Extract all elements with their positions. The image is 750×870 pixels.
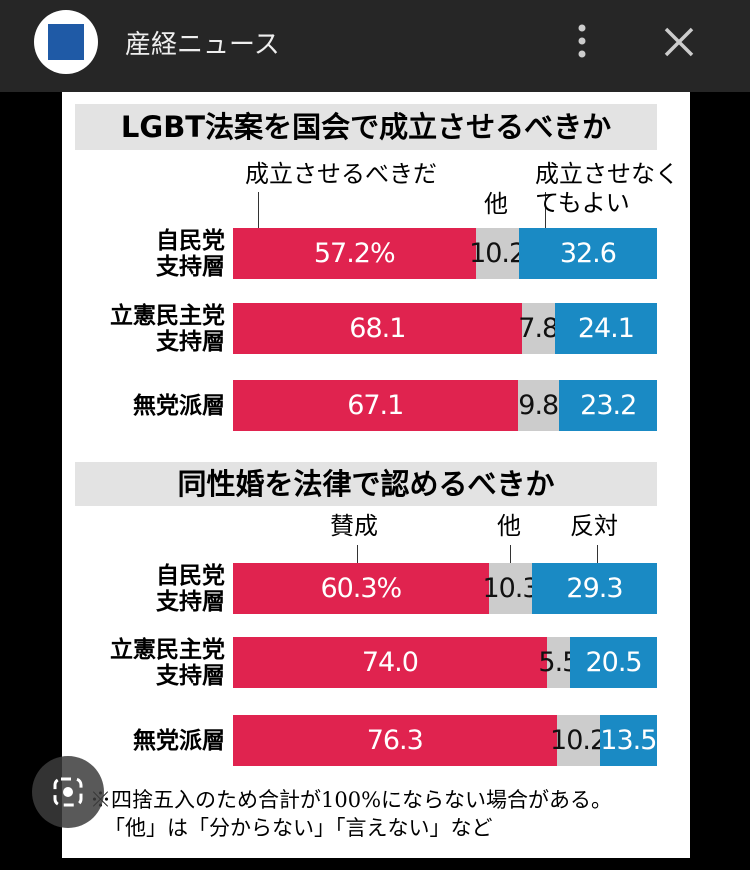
category-label: 立憲民主党 支持層 bbox=[110, 302, 225, 355]
title-band bbox=[75, 104, 657, 150]
bar-segment bbox=[559, 380, 658, 431]
value-label: 7.8 bbox=[518, 313, 559, 344]
value-label: 67.1 bbox=[347, 390, 404, 421]
lens-icon bbox=[53, 777, 83, 807]
title-band bbox=[75, 462, 657, 506]
bar-segment bbox=[518, 228, 657, 279]
value-label: 24.1 bbox=[577, 313, 635, 344]
value-label: 10.2 bbox=[469, 238, 526, 269]
bar-segment bbox=[546, 637, 571, 688]
footnote: ※四捨五入のため合計が100%にならない場合がある。 bbox=[90, 788, 613, 812]
legend-label: 成立させるべきだ bbox=[245, 160, 437, 188]
category-label: 無党派層 bbox=[133, 392, 225, 419]
category-label: 立憲民主党 支持層 bbox=[110, 636, 225, 689]
bar-segment bbox=[521, 303, 555, 354]
logo-mark bbox=[48, 24, 84, 60]
leader-line bbox=[597, 545, 598, 563]
bar-segment bbox=[599, 715, 657, 766]
value-label: 29.3 bbox=[566, 573, 623, 604]
category-label: 自民党 支持層 bbox=[156, 562, 225, 615]
bar-segment bbox=[475, 228, 519, 279]
menu-button[interactable] bbox=[572, 22, 592, 62]
legend-label: 成立させなく てもよい bbox=[535, 160, 679, 217]
close-button[interactable] bbox=[662, 25, 696, 59]
value-label: 68.1 bbox=[349, 313, 406, 344]
footnote: 「他」は「分からない」「言えない」など bbox=[104, 816, 493, 840]
value-label: 9.8 bbox=[518, 390, 559, 421]
bar-segment bbox=[556, 715, 600, 766]
value-label: 57.2% bbox=[313, 238, 396, 269]
category-label: 自民党 支持層 bbox=[156, 227, 225, 280]
bar-segment bbox=[233, 637, 547, 688]
value-label: 76.3 bbox=[366, 725, 424, 756]
app-bar bbox=[0, 0, 750, 92]
value-label: 60.3% bbox=[320, 573, 402, 604]
category-label: 無党派層 bbox=[133, 727, 225, 754]
leader-line bbox=[258, 192, 259, 228]
bar-segment bbox=[233, 303, 522, 354]
bar-segment bbox=[233, 228, 476, 279]
legend-label: 他 bbox=[484, 190, 508, 218]
value-label: 32.6 bbox=[559, 238, 617, 269]
value-label: 13.5 bbox=[600, 725, 657, 756]
bar-segment bbox=[517, 380, 560, 431]
bar-segment bbox=[488, 563, 533, 614]
leader-line bbox=[357, 545, 358, 563]
bar-segment bbox=[570, 637, 657, 688]
legend-label: 賛成 bbox=[330, 512, 378, 540]
bar-segment bbox=[233, 563, 489, 614]
leader-line bbox=[510, 545, 511, 563]
value-label: 10.3 bbox=[482, 573, 539, 604]
bar-segment bbox=[233, 715, 557, 766]
bar-segment bbox=[233, 380, 518, 431]
value-label: 10.2 bbox=[550, 725, 607, 756]
value-label: 74.0 bbox=[361, 647, 419, 678]
bar-segment bbox=[532, 563, 657, 614]
bar-segment bbox=[554, 303, 657, 354]
leader-line bbox=[545, 192, 546, 228]
app-title: 産経ニュース bbox=[125, 30, 280, 60]
legend-label: 反対 bbox=[570, 512, 618, 540]
value-label: 20.5 bbox=[585, 647, 642, 678]
legend-label: 他 bbox=[497, 512, 521, 540]
chart-title: LGBT法案を国会で成立させるべきか bbox=[120, 110, 612, 144]
value-label: 23.2 bbox=[580, 390, 637, 421]
chart-title: 同性婚を法律で認めるべきか bbox=[177, 467, 555, 501]
